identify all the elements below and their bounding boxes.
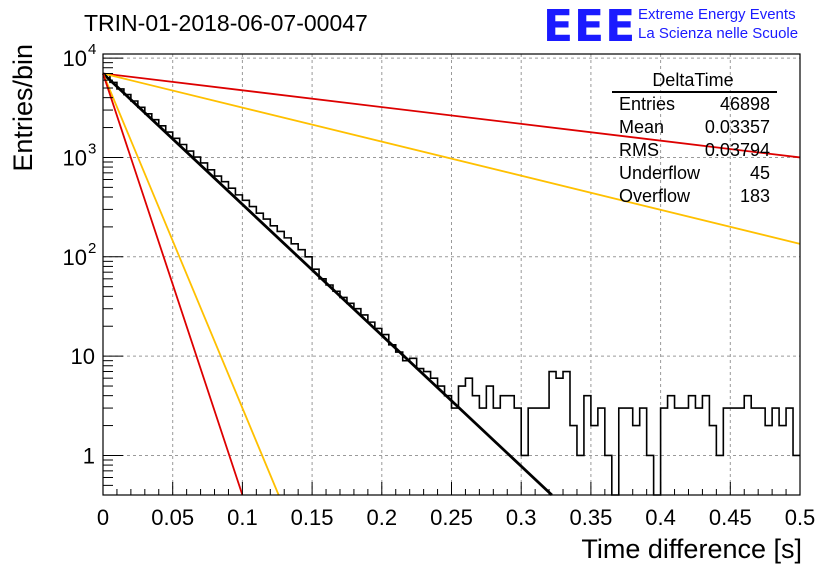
x-tick-label: 0.15 bbox=[291, 505, 334, 530]
stats-box: DeltaTime Entries 46898 Mean 0.03357 RMS… bbox=[612, 70, 777, 206]
y-tick-exponent: 2 bbox=[88, 240, 96, 257]
axis-ticks bbox=[102, 57, 801, 496]
stats-label-underflow: Underflow bbox=[619, 163, 701, 183]
y-tick-exponent: 3 bbox=[88, 140, 96, 157]
x-tick-label: 0.25 bbox=[430, 505, 473, 530]
histogram bbox=[103, 73, 800, 496]
orange-curve bbox=[102, 73, 280, 496]
red-curve bbox=[102, 72, 801, 159]
stats-value-mean: 0.03357 bbox=[705, 117, 770, 137]
eee-logo: EEE bbox=[543, 1, 636, 52]
run-title: TRIN-01-2018-06-07-00047 bbox=[84, 10, 368, 36]
x-tick-label: 0.1 bbox=[227, 505, 258, 530]
x-tick-label: 0.05 bbox=[151, 505, 194, 530]
y-tick-label: 1 bbox=[83, 443, 95, 468]
x-tick-label: 0.4 bbox=[645, 505, 676, 530]
stats-value-overflow: 183 bbox=[740, 186, 770, 206]
stats-value-rms: 0.03794 bbox=[705, 140, 770, 160]
tick-labels: 0 0.05 0.1 0.15 0.2 0.25 0.3 0.35 0.4 0.45 0.5 1 10 1… bbox=[63, 41, 816, 530]
y-tick-label: 10 bbox=[63, 46, 87, 71]
grid bbox=[103, 54, 800, 495]
y-tick-label: 10 bbox=[63, 145, 87, 170]
x-tick-label: 0.45 bbox=[709, 505, 752, 530]
x-tick-label: 0.35 bbox=[569, 505, 612, 530]
orange-curve bbox=[102, 72, 801, 245]
y-tick-exponent: 4 bbox=[88, 41, 96, 58]
histogram-outline bbox=[103, 73, 800, 496]
y-axis-title: Entries/bin bbox=[8, 44, 38, 172]
logo-line-2: La Scienza nelle Scuole bbox=[638, 25, 798, 42]
stats-label-overflow: Overflow bbox=[619, 186, 691, 206]
x-tick-label: 0.2 bbox=[367, 505, 398, 530]
logo-line-1: Extreme Energy Events bbox=[638, 6, 796, 23]
stats-label-mean: Mean bbox=[619, 117, 664, 137]
stats-value-underflow: 45 bbox=[750, 163, 770, 183]
black-curve bbox=[102, 72, 553, 497]
stats-label-rms: RMS bbox=[619, 140, 659, 160]
red-curve bbox=[102, 73, 244, 496]
stats-value-entries: 46898 bbox=[720, 94, 770, 114]
stats-box-title: DeltaTime bbox=[652, 70, 733, 90]
x-tick-label: 0.3 bbox=[506, 505, 537, 530]
fit-curves bbox=[102, 72, 801, 497]
x-tick-label: 0 bbox=[97, 505, 109, 530]
y-tick-label: 10 bbox=[63, 245, 87, 270]
y-tick-label: 10 bbox=[71, 344, 95, 369]
x-axis-title: Time difference [s] bbox=[581, 534, 802, 564]
stats-label-entries: Entries bbox=[619, 94, 675, 114]
x-tick-label: 0.5 bbox=[785, 505, 816, 530]
